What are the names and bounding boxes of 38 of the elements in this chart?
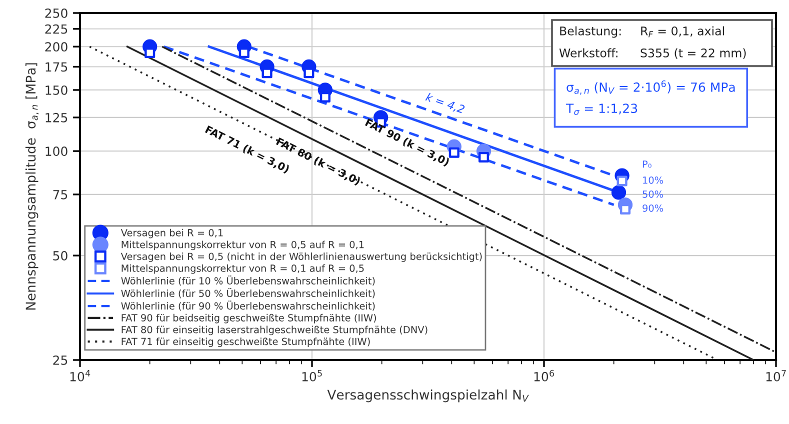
legend-label: Wöhlerlinie (für 10 % Überlebenswahrscheinlichkeit) xyxy=(121,275,375,286)
y-tick-label: 75 xyxy=(53,190,68,200)
legend-label: FAT 80 für einseitig laserstrahlgeschweißte Stumpfnähte (DNV) xyxy=(122,326,428,336)
legend-label: FAT 90 für beidseitig geschweißte Stumpfnähte (IIW) xyxy=(122,314,376,324)
annotation: R$_{F}$ = 0,1, axial xyxy=(641,26,724,38)
legend-label: Versagen bei R = 0,1 xyxy=(120,228,223,238)
legend-label: Mittelspannungskorrektur von R = 0,5 auf R = 0,1 xyxy=(122,240,364,250)
annotation: 90% xyxy=(642,204,664,212)
annotation: T$_{σ}$ = 1:1,23 xyxy=(566,104,638,116)
annotation: Werkstoff: xyxy=(559,48,618,58)
y-tick-label: 175 xyxy=(46,62,68,72)
annotation: 50% xyxy=(642,190,664,198)
annotation: S355 (t = 22 mm) xyxy=(640,48,746,59)
y-tick-label: 200 xyxy=(45,42,68,52)
annotation: P₀ xyxy=(642,160,652,168)
legend-label: Versagen bei R = 0,5 (nicht in der Wöhlerlinienauswertung berücksichtigt) xyxy=(120,252,482,262)
legend-label: FAT 71 für einseitig geschweißte Stumpfnähte (IIW) xyxy=(122,338,370,348)
annotation: σ$_{a,n}$ (N$_{V}$ = 2·10$^{6}$) = 76 MPa xyxy=(566,80,735,95)
annotation: FAT 90 (k = 3,0) xyxy=(364,118,450,168)
annotation: 10% xyxy=(643,176,664,184)
x-tick-label: 10$^{5}$ xyxy=(302,370,322,382)
x-axis-title: Versagensschwingspielzahl N$_{V}$ xyxy=(327,389,529,402)
y-tick-label: 250 xyxy=(45,8,68,18)
annotation: k = 4,2 xyxy=(424,92,466,115)
y-tick-label: 125 xyxy=(46,112,68,122)
y-tick-label: 25 xyxy=(53,355,68,365)
x-tick-label: 10$^{4}$ xyxy=(70,370,90,382)
x-tick-label: 10$^{6}$ xyxy=(534,370,554,382)
y-tick-label: 100 xyxy=(46,146,68,156)
legend-label: Wöhlerlinie (für 50 % Überlebenswahrscheinlichkeit) xyxy=(121,288,375,298)
y-axis-title: Nennspannungsamplitude σ$_{a,n}$ [MPa] xyxy=(25,63,39,310)
y-tick-label: 150 xyxy=(46,85,68,95)
y-tick-label: 50 xyxy=(53,251,68,260)
legend-label: Mittelspannungskorrektur von R = 0,1 auf R = 0,5 xyxy=(122,264,364,274)
y-tick-label: 225 xyxy=(45,24,68,34)
legend-label: Wöhlerlinie (für 90 % Überlebenswahrscheinlichkeit) xyxy=(121,300,375,311)
x-tick-label: 10$^{7}$ xyxy=(766,370,786,382)
annotation: Belastung: xyxy=(560,26,621,38)
